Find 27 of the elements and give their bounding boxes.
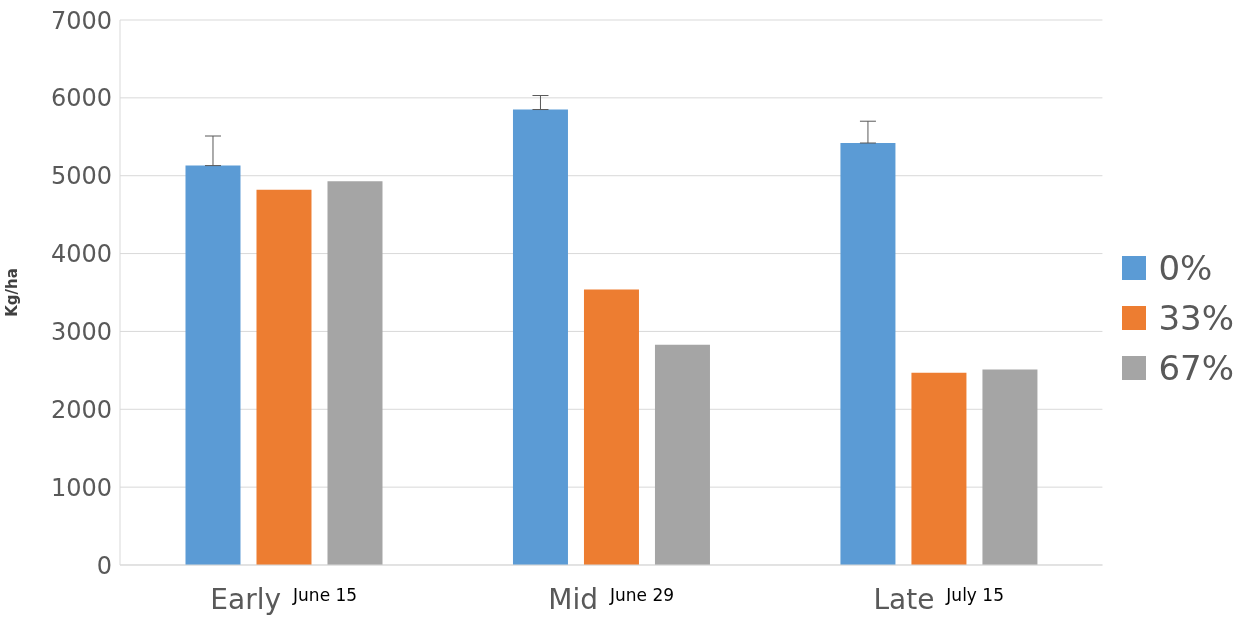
bar <box>911 372 967 565</box>
y-tick-label: 5000 <box>50 162 112 191</box>
bar <box>982 369 1038 565</box>
bar <box>327 181 383 565</box>
legend-label: 0% <box>1158 247 1213 288</box>
y-tick-label: 3000 <box>50 317 112 346</box>
y-tick-label: 1000 <box>50 473 112 502</box>
x-tick-label: Mid <box>548 583 599 616</box>
bar <box>654 344 710 565</box>
legend-label: 67% <box>1158 347 1234 388</box>
bar <box>583 289 639 565</box>
bar <box>512 109 568 565</box>
y-tick-label: 0 <box>96 551 112 580</box>
text: June 15 <box>292 585 358 605</box>
text: July 15 <box>945 585 1004 605</box>
text: June 29 <box>609 585 675 605</box>
y-tick-label: 6000 <box>50 84 112 113</box>
y-axis-title: Kg/ha <box>3 268 22 317</box>
legend-label: 33% <box>1158 297 1234 338</box>
y-tick-label: 4000 <box>50 240 112 269</box>
bar <box>840 143 896 565</box>
bar <box>185 165 241 565</box>
y-tick-label: 2000 <box>50 395 112 424</box>
x-tick-label: Early <box>210 583 282 616</box>
bar <box>256 189 312 565</box>
y-tick-label: 7000 <box>50 6 112 35</box>
x-tick-label: Late <box>873 583 935 616</box>
